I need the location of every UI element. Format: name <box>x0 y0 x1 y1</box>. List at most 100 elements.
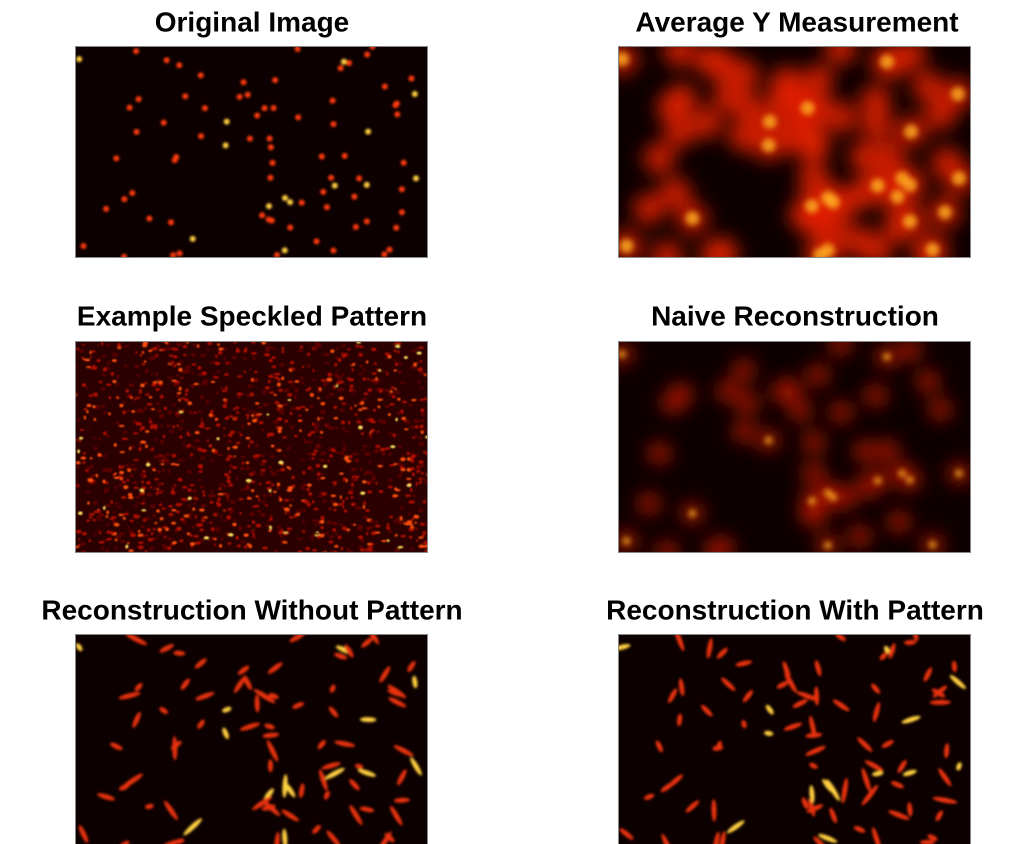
speckle <box>176 343 182 347</box>
speckle <box>300 346 303 349</box>
dot <box>173 154 179 160</box>
speckle <box>242 461 244 465</box>
speckle <box>408 512 410 515</box>
speckle <box>347 348 350 350</box>
speckle <box>114 546 117 549</box>
speckle <box>312 346 318 349</box>
speckle <box>161 455 166 459</box>
speckle <box>127 410 130 413</box>
speckle <box>360 468 363 471</box>
blob-core <box>813 248 827 262</box>
speckle <box>228 433 233 437</box>
speckle <box>309 405 313 408</box>
speckle <box>395 548 401 552</box>
speckle <box>246 461 249 464</box>
speckle <box>290 368 296 370</box>
speckle <box>350 406 353 410</box>
speckle <box>233 408 235 411</box>
image-panel <box>606 33 975 273</box>
speckle <box>144 360 147 362</box>
blob <box>648 442 670 464</box>
speckle <box>240 489 246 491</box>
speckle <box>344 353 348 356</box>
speckle <box>172 425 175 428</box>
speckle <box>200 418 203 422</box>
speckle <box>187 432 190 436</box>
speckle <box>106 515 109 518</box>
speckle <box>306 389 309 392</box>
speckle <box>412 517 414 521</box>
speckle <box>156 388 160 391</box>
speckle <box>229 415 234 417</box>
speckle <box>354 453 358 456</box>
speckle <box>116 375 119 379</box>
speckle <box>263 494 267 498</box>
speckle <box>397 475 402 478</box>
dot <box>245 92 251 98</box>
dot <box>134 129 140 135</box>
speckle <box>277 486 280 489</box>
speckle <box>393 350 396 353</box>
speckle <box>161 482 163 484</box>
dot <box>330 248 336 254</box>
speckle <box>107 538 112 541</box>
speckle <box>358 546 362 549</box>
blob <box>803 431 825 453</box>
speckle <box>360 492 365 495</box>
speckle <box>376 369 380 371</box>
speckle <box>260 513 266 517</box>
speckle <box>276 426 279 429</box>
speckle <box>250 530 256 534</box>
speckle <box>334 374 339 378</box>
speckle <box>282 539 286 542</box>
dot <box>314 238 320 244</box>
speckle <box>289 516 294 518</box>
panel-title: Example Speckled Pattern <box>77 300 427 331</box>
speckle <box>149 396 153 398</box>
speckle <box>365 509 370 512</box>
speckle <box>119 451 125 453</box>
speckle <box>123 438 129 441</box>
speckle <box>225 509 228 512</box>
speckle <box>127 469 131 472</box>
speckle <box>331 499 334 502</box>
speckle <box>366 528 371 531</box>
speckle <box>107 468 113 472</box>
page: Original Image Average Y Measurement Exa… <box>0 0 1011 844</box>
speckle <box>153 528 156 531</box>
speckle <box>341 427 346 429</box>
speckle <box>191 363 196 365</box>
speckle <box>424 374 427 376</box>
speckle <box>312 549 317 552</box>
speckle <box>403 522 407 524</box>
speckle <box>286 447 290 450</box>
speckle <box>369 435 372 439</box>
speckle <box>219 544 222 548</box>
speckle <box>225 458 230 461</box>
speckle <box>410 425 416 428</box>
speckle <box>273 348 276 351</box>
speckle <box>229 470 231 474</box>
speckle <box>313 450 318 453</box>
speckle <box>224 400 227 404</box>
speckle <box>114 443 117 447</box>
blob <box>912 70 944 102</box>
speckle <box>223 520 227 522</box>
speckle <box>277 482 280 486</box>
speckle <box>320 379 326 381</box>
speckle <box>366 532 368 535</box>
speckle <box>238 431 240 434</box>
speckle <box>177 478 182 482</box>
speckle <box>261 501 266 503</box>
speckle <box>410 526 414 528</box>
speckle <box>165 453 170 455</box>
blob <box>804 505 826 527</box>
speckle <box>99 541 105 544</box>
speckle <box>404 356 408 359</box>
speckle <box>139 389 142 391</box>
dot <box>342 153 348 159</box>
speckle <box>282 411 284 415</box>
speckle <box>410 548 414 550</box>
speckle <box>327 521 332 525</box>
speckle <box>227 440 232 443</box>
